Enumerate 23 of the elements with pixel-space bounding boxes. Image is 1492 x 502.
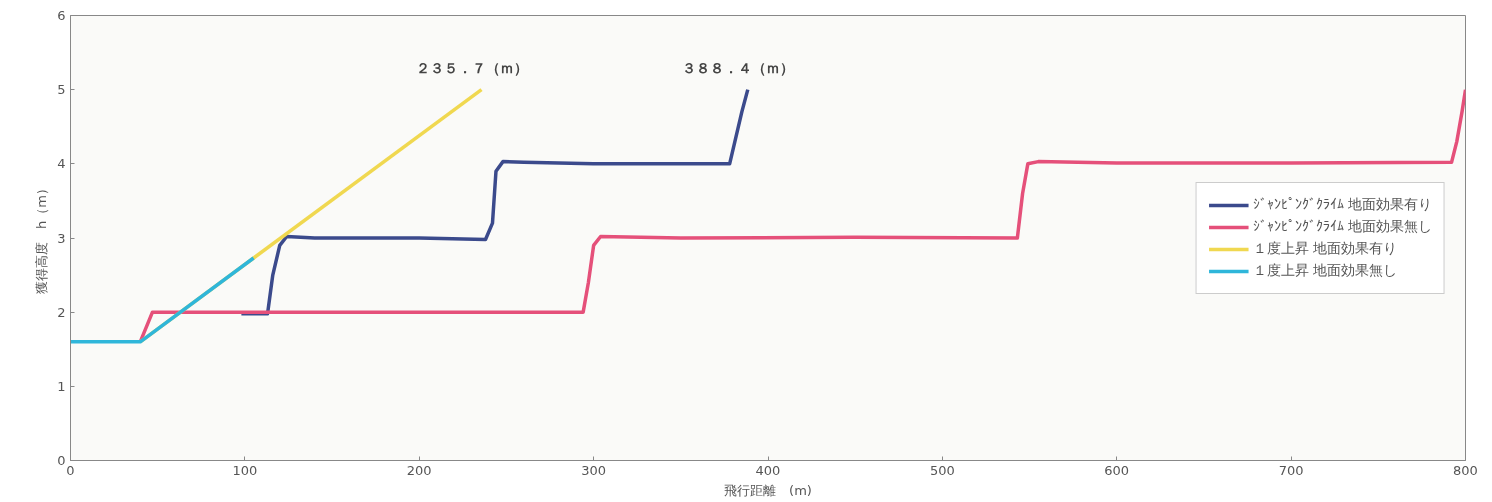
y-tick-label: 5	[57, 82, 66, 98]
annotation: ２３５．７（ｍ）	[415, 59, 528, 76]
y-tick-label: 3	[57, 230, 66, 246]
legend-label: ｼﾞｬﾝﾋﾟﾝｸﾞｸﾗｲﾑ 地面効果無し	[1252, 217, 1432, 236]
y-axis-title: 獲得高度 h（m）	[34, 182, 50, 294]
x-tick-label: 700	[1278, 462, 1304, 478]
y-tick-label: 2	[57, 304, 66, 320]
x-tick-label: 500	[929, 462, 955, 478]
x-tick-label: 300	[581, 462, 607, 478]
y-tick-label: 4	[57, 156, 66, 172]
line-series	[239, 87, 750, 316]
x-tick-label: 100	[232, 462, 258, 478]
x-tick-label: 200	[406, 462, 432, 478]
legend-label: １度上昇 地面効果有り	[1252, 239, 1397, 258]
y-tick-label: 1	[57, 378, 66, 394]
x-tick-label: 600	[1104, 462, 1130, 478]
x-tick-label: 800	[1453, 462, 1478, 478]
x-tick-label: 400	[755, 462, 781, 478]
annotation: ３８８．４（ｍ）	[681, 59, 794, 76]
legend-label: ｼﾞｬﾝﾋﾟﾝｸﾞｸﾗｲﾑ 地面効果有り	[1252, 195, 1432, 214]
y-tick-label: 6	[57, 8, 66, 23]
x-axis-title: 飛行距離 (m)	[724, 482, 812, 498]
legend-label: １度上昇 地面効果無し	[1252, 261, 1397, 280]
